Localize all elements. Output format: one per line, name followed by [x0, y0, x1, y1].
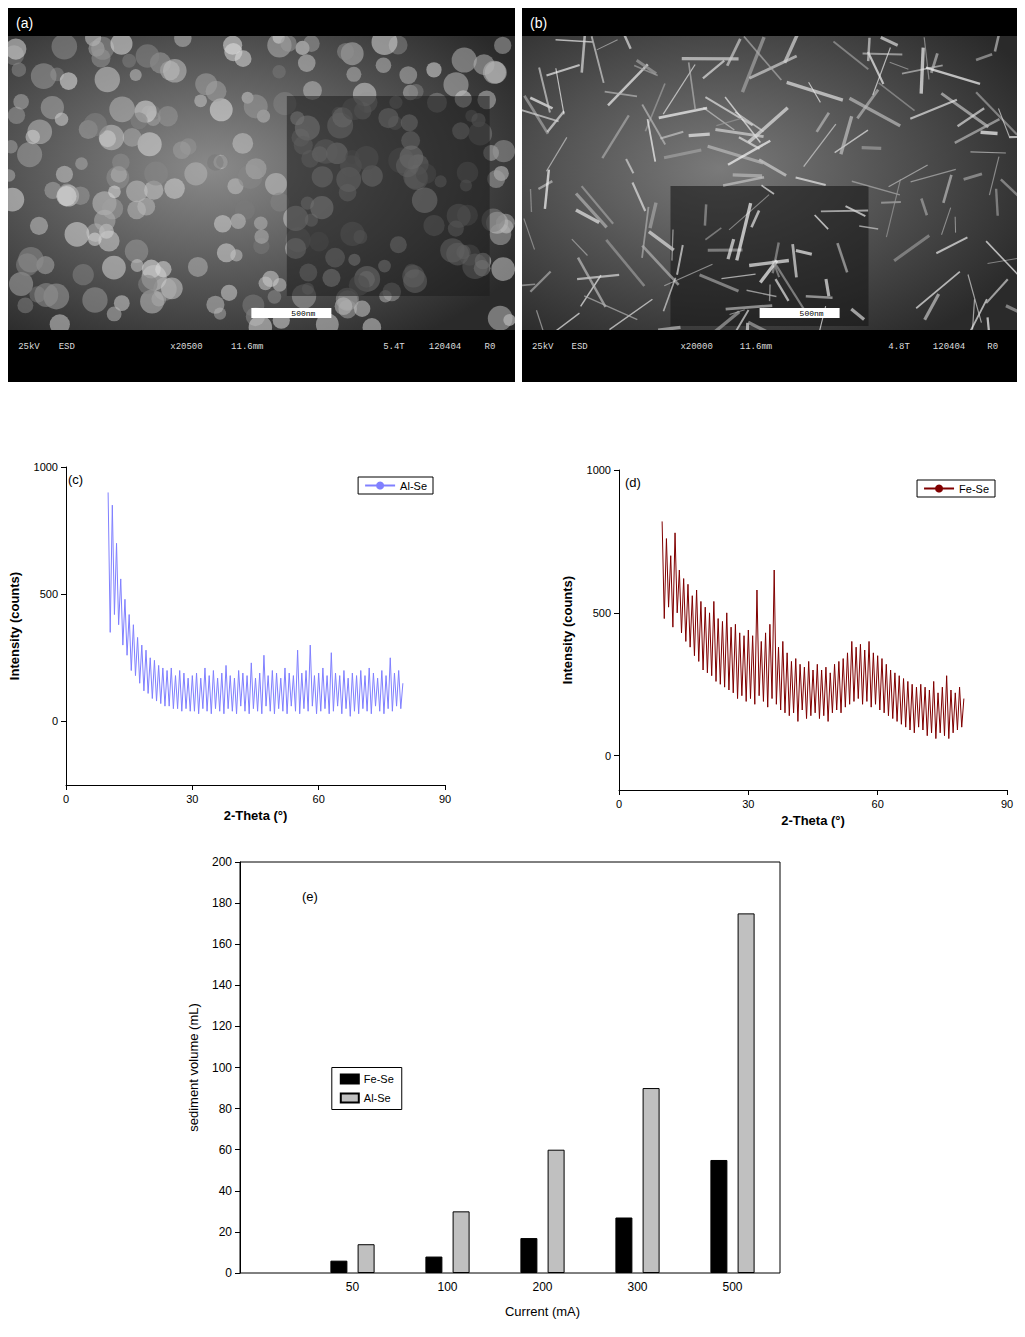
svg-text:(d): (d)	[625, 475, 641, 490]
svg-text:30: 30	[186, 793, 198, 805]
svg-text:140: 140	[212, 978, 232, 992]
svg-text:Current (mA): Current (mA)	[505, 1304, 580, 1319]
svg-text:2-Theta (°): 2-Theta (°)	[781, 813, 845, 828]
svg-text:120: 120	[212, 1019, 232, 1033]
svg-text:0: 0	[616, 798, 622, 810]
svg-text:2-Theta (°): 2-Theta (°)	[224, 808, 288, 823]
svg-text:Al-Se: Al-Se	[364, 1092, 391, 1104]
svg-text:90: 90	[1001, 798, 1013, 810]
svg-text:(a): (a)	[16, 15, 33, 31]
svg-text:60: 60	[872, 798, 884, 810]
svg-text:Al-Se: Al-Se	[400, 480, 427, 492]
svg-text:0: 0	[605, 750, 611, 762]
svg-text:ESD: ESD	[572, 342, 588, 352]
svg-text:11.6mm: 11.6mm	[740, 342, 772, 352]
svg-text:120404: 120404	[933, 342, 965, 352]
svg-text:100: 100	[437, 1280, 457, 1294]
svg-text:200: 200	[212, 855, 232, 869]
svg-text:5.4T: 5.4T	[383, 342, 405, 352]
svg-text:(e): (e)	[302, 889, 318, 904]
svg-text:60: 60	[219, 1143, 233, 1157]
svg-text:R0: R0	[987, 342, 998, 352]
svg-text:60: 60	[313, 793, 325, 805]
svg-text:50: 50	[346, 1280, 360, 1294]
svg-text:25kV: 25kV	[532, 342, 554, 352]
svg-text:25kV: 25kV	[18, 342, 40, 352]
svg-text:0: 0	[52, 715, 58, 727]
svg-text:500nm: 500nm	[291, 309, 315, 318]
svg-text:(c): (c)	[68, 472, 83, 487]
svg-text:30: 30	[742, 798, 754, 810]
svg-text:1000: 1000	[34, 461, 58, 473]
svg-text:Intensity (counts): Intensity (counts)	[560, 576, 575, 684]
svg-text:160: 160	[212, 937, 232, 951]
svg-text:500: 500	[40, 588, 58, 600]
svg-text:100: 100	[212, 1061, 232, 1075]
svg-text:40: 40	[219, 1184, 233, 1198]
svg-text:Fe-Se: Fe-Se	[364, 1073, 394, 1085]
svg-text:0: 0	[63, 793, 69, 805]
svg-text:500nm: 500nm	[800, 309, 824, 318]
svg-text:180: 180	[212, 896, 232, 910]
svg-text:500: 500	[593, 607, 611, 619]
svg-text:11.6mm: 11.6mm	[231, 342, 263, 352]
svg-text:20: 20	[219, 1225, 233, 1239]
svg-text:0: 0	[225, 1266, 232, 1280]
svg-text:Fe-Se: Fe-Se	[959, 483, 989, 495]
svg-text:ESD: ESD	[59, 342, 75, 352]
svg-text:x20000: x20000	[680, 342, 712, 352]
svg-text:(b): (b)	[530, 15, 547, 31]
svg-text:200: 200	[532, 1280, 552, 1294]
svg-text:500: 500	[722, 1280, 742, 1294]
svg-text:R0: R0	[485, 342, 496, 352]
svg-text:300: 300	[627, 1280, 647, 1294]
svg-text:x20500: x20500	[170, 342, 202, 352]
svg-text:4.8T: 4.8T	[888, 342, 910, 352]
svg-text:sediment volume (mL): sediment volume (mL)	[186, 1003, 201, 1132]
svg-text:1000: 1000	[587, 464, 611, 476]
svg-text:120404: 120404	[429, 342, 461, 352]
svg-text:Intensity (counts): Intensity (counts)	[7, 572, 22, 680]
svg-text:90: 90	[439, 793, 451, 805]
svg-text:80: 80	[219, 1102, 233, 1116]
